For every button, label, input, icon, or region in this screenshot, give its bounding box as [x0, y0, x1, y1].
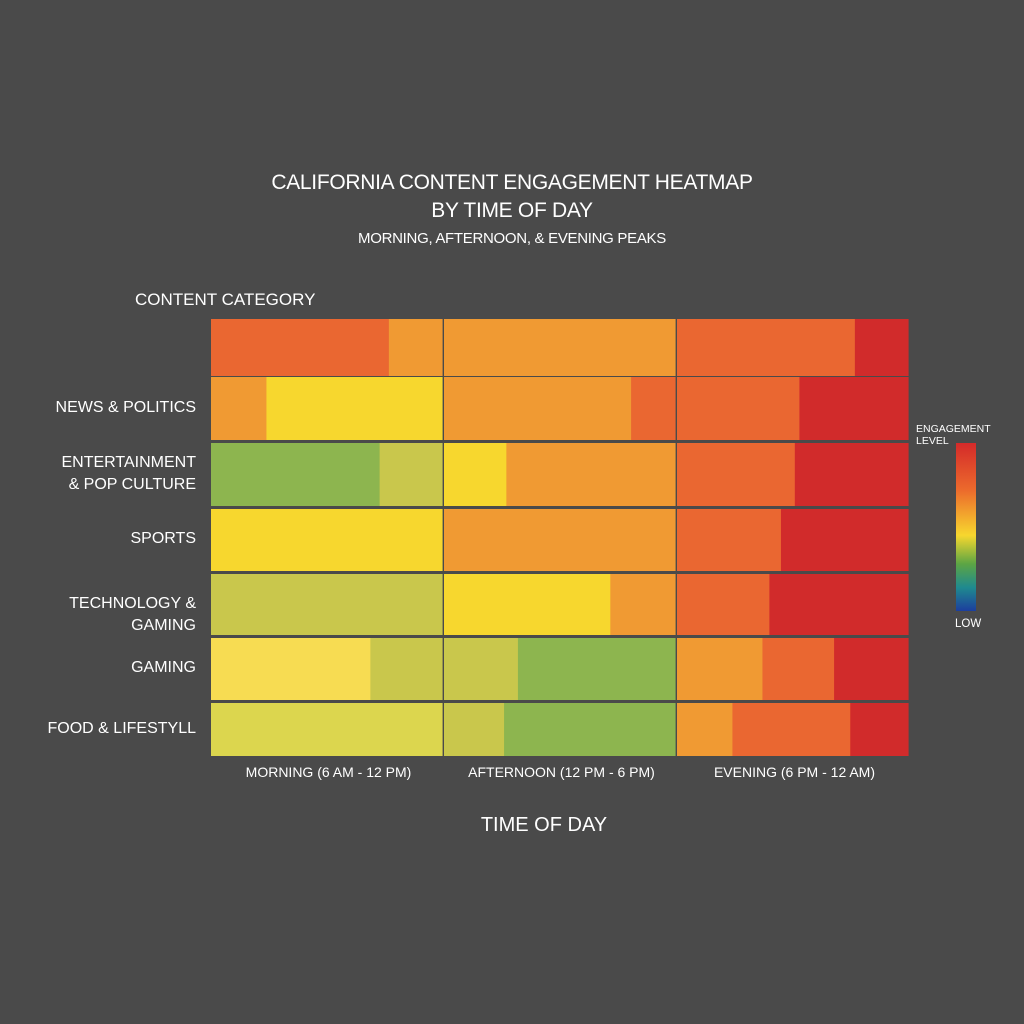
heatmap-cell-r5-c0-s0: [211, 638, 371, 700]
row-label-line: GAMING: [131, 659, 196, 676]
row-label-line: NEWS & POLITICS: [55, 398, 196, 416]
heatmap-cell-r5-c2-s1: [762, 638, 835, 700]
row-label-line: TECHNOLOGY & GAMING: [69, 594, 196, 634]
heatmap-cell-r6-c2-s1: [732, 703, 851, 756]
heatmap-cell-r2-c1-s1: [506, 443, 676, 506]
y-axis-title: CONTENT CATEGORY: [135, 290, 316, 309]
heatmap-cell-r1-c2-s0: [677, 377, 801, 440]
heatmap-cell-r1-c2-s1: [799, 377, 909, 440]
chart-title-line-2: BY TIME OF DAY: [431, 199, 593, 222]
heatmap-cell-r6-c2-s2: [850, 703, 909, 756]
legend-low-label: LOW: [955, 618, 982, 630]
row-label-line: ENTERTAINMENT: [61, 453, 196, 471]
heatmap-cell-r3-c0-s0: [211, 509, 443, 571]
heatmap-cell-r2-c0-s0: [211, 443, 381, 506]
row-label: TECHNOLOGY & GAMING: [6, 593, 196, 637]
heatmap-cell-r5-c2-s2: [834, 638, 909, 700]
heatmap-cell-r2-c2-s0: [677, 443, 796, 506]
heatmap-cell-r1-c0-s1: [266, 377, 443, 440]
heatmap-cell-r5-c0-s1: [370, 638, 443, 700]
column-label: AFTERNOON (12 PM - 6 PM): [468, 764, 655, 780]
heatmap-cell-r4-c2-s0: [677, 574, 770, 635]
heatmap-cell-r0-c1-s0: [444, 319, 676, 376]
heatmap-cell-r3-c2-s0: [677, 509, 782, 571]
column-label: EVENING (6 PM - 12 AM): [713, 764, 876, 780]
row-label: ENTERTAINMENT & POP CULTURE: [6, 452, 196, 496]
legend-title: ENGAGEMENT LEVEL: [916, 423, 991, 447]
heatmap-cell-r2-c1-s0: [444, 443, 507, 506]
heatmap-cell-r3-c2-s1: [780, 509, 909, 571]
row-label-line: & POP CULTURE: [68, 475, 196, 493]
heatmap-cell-r3-c1-s0: [444, 509, 676, 571]
heatmap-cell-r2-c0-s1: [379, 443, 443, 506]
row-label: FOOD & LIFESTYLL: [6, 718, 196, 740]
heatmap-cell-r5-c1-s0: [444, 638, 519, 700]
heatmap-cell-r1-c1-s1: [631, 377, 676, 440]
heatmap-cell-r1-c0-s0: [211, 377, 268, 440]
heatmap-cell-r6-c1-s0: [444, 703, 505, 756]
heatmap-cell-r0-c2-s0: [677, 319, 856, 376]
heatmap-cell-r0-c2-s1: [854, 319, 909, 376]
heatmap-cell-r6-c1-s1: [504, 703, 676, 756]
heatmap-cell-r6-c2-s0: [677, 703, 734, 756]
row-label: SPORTS: [6, 528, 197, 550]
heatmap-cell-r4-c1-s0: [444, 574, 611, 635]
row-label: NEWS & POLITICS: [6, 397, 196, 419]
heatmap-cell-r5-c1-s1: [517, 638, 676, 700]
legend-color-bar: [956, 443, 976, 611]
heatmap-cell-r0-c0-s0: [211, 319, 390, 376]
chart-title-line-1: CALIFORNIA CONTENT ENGAGEMENT HEATMAP: [271, 171, 753, 194]
heatmap-cell-r4-c1-s1: [610, 574, 676, 635]
heatmap-cell-r0-c0-s1: [388, 319, 443, 376]
row-label-line: FOOD & LIFESTYLL: [47, 719, 196, 737]
x-axis-title: TIME OF DAY: [480, 814, 608, 836]
chart-subtitle: MORNING, AFTERNOON, & EVENING PEAKS: [358, 230, 666, 247]
heatmap-cell-r4-c0-s0: [211, 574, 443, 635]
heatmap-cell-r4-c2-s1: [769, 574, 909, 635]
heatmap-cell-r2-c2-s1: [794, 443, 909, 506]
row-label: GAMING: [6, 657, 196, 679]
heatmap-cell-r6-c0-s0: [211, 703, 443, 756]
column-label: MORNING (6 AM - 12 PM): [245, 764, 412, 780]
heatmap-cell-r1-c1-s0: [444, 377, 632, 440]
heatmap-cell-r5-c2-s0: [677, 638, 764, 700]
row-label-line: SPORTS: [130, 530, 197, 547]
